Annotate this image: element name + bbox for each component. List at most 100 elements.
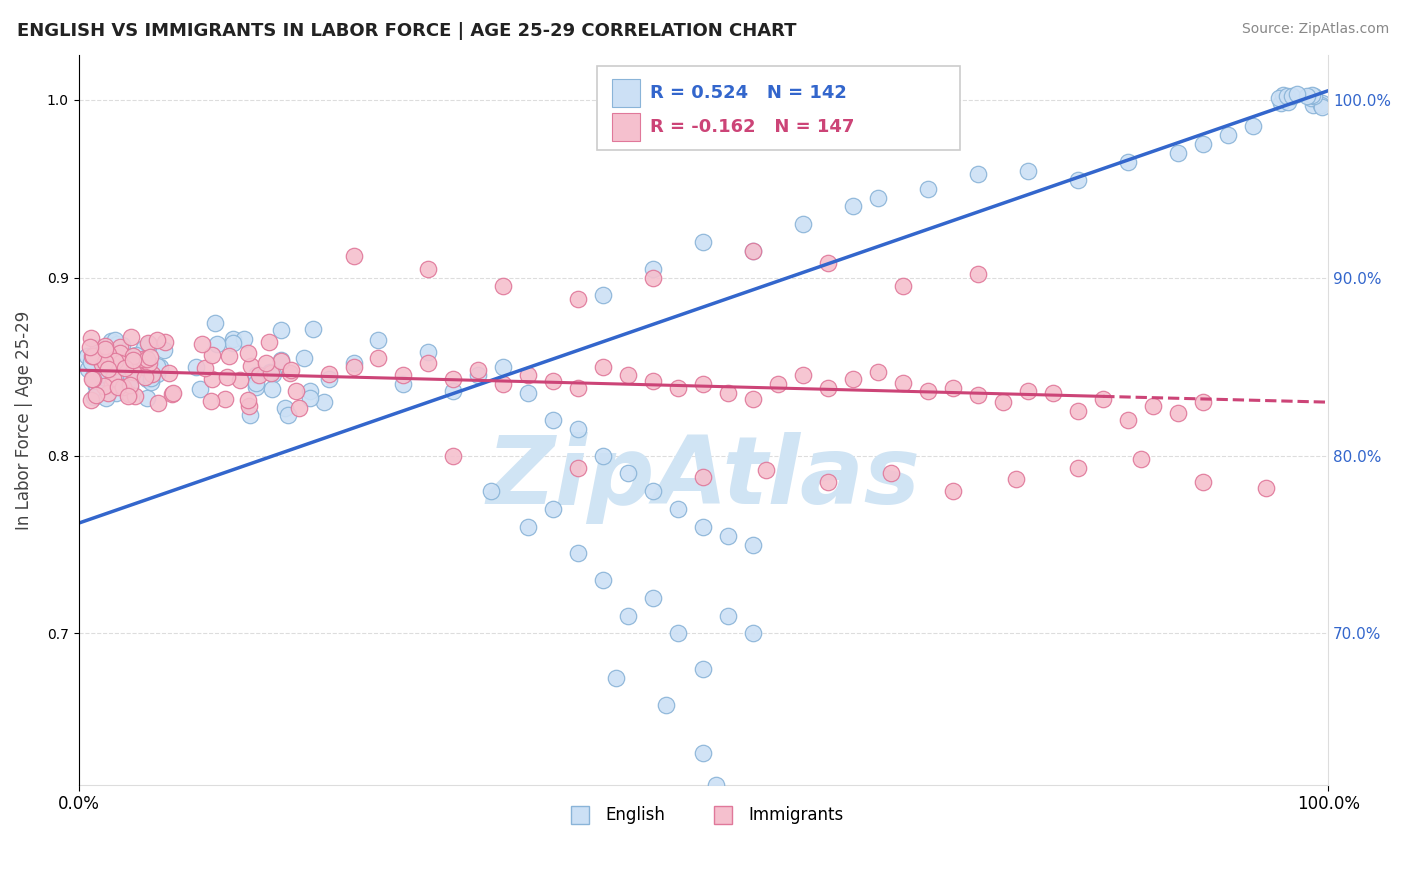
Point bbox=[1241, 120, 1264, 134]
Point bbox=[692, 470, 714, 484]
Point bbox=[592, 449, 614, 463]
Point bbox=[86, 378, 108, 392]
Point bbox=[80, 372, 103, 386]
Point bbox=[105, 368, 128, 382]
Point bbox=[236, 393, 259, 408]
Point bbox=[270, 353, 292, 368]
Point bbox=[103, 354, 125, 368]
Point bbox=[247, 368, 270, 382]
Point bbox=[567, 461, 589, 475]
Point bbox=[79, 340, 101, 354]
Point bbox=[122, 356, 145, 370]
Point bbox=[443, 384, 465, 399]
Point bbox=[110, 356, 132, 370]
Point bbox=[792, 217, 814, 231]
Point bbox=[121, 359, 143, 373]
Point bbox=[83, 390, 105, 404]
Point bbox=[139, 375, 162, 389]
Point bbox=[153, 343, 176, 357]
Point bbox=[138, 356, 160, 370]
Point bbox=[655, 698, 678, 712]
Point bbox=[1301, 91, 1323, 105]
Point bbox=[118, 385, 141, 400]
Point bbox=[89, 347, 111, 361]
Point bbox=[280, 363, 302, 377]
Point bbox=[817, 475, 839, 490]
Point bbox=[1017, 163, 1039, 178]
Point bbox=[1017, 384, 1039, 399]
Point bbox=[1270, 95, 1292, 110]
Point bbox=[93, 379, 115, 393]
Point bbox=[100, 377, 122, 392]
Point bbox=[817, 381, 839, 395]
Point bbox=[1302, 98, 1324, 112]
Point bbox=[517, 368, 540, 383]
Point bbox=[1116, 413, 1139, 427]
Point bbox=[792, 368, 814, 383]
Point bbox=[120, 370, 142, 384]
Point bbox=[240, 359, 263, 374]
Point bbox=[149, 360, 172, 375]
Point bbox=[1167, 146, 1189, 161]
Point bbox=[692, 235, 714, 249]
Point bbox=[222, 332, 245, 346]
Point bbox=[418, 356, 440, 370]
Point bbox=[742, 244, 765, 258]
Point bbox=[1281, 88, 1303, 103]
Point bbox=[207, 337, 229, 351]
Point bbox=[83, 350, 105, 364]
Point bbox=[891, 279, 914, 293]
Point bbox=[111, 381, 134, 395]
Point bbox=[80, 354, 103, 368]
Point bbox=[90, 363, 112, 377]
Point bbox=[592, 288, 614, 302]
Point bbox=[82, 370, 104, 384]
Point bbox=[666, 502, 689, 516]
Point bbox=[80, 331, 103, 345]
Point bbox=[567, 546, 589, 560]
Point bbox=[492, 377, 515, 392]
Point bbox=[967, 388, 990, 402]
Text: ZipAtlas: ZipAtlas bbox=[486, 433, 921, 524]
Point bbox=[86, 381, 108, 395]
Point bbox=[1192, 475, 1215, 490]
Point bbox=[842, 372, 865, 386]
Point bbox=[418, 261, 440, 276]
Point bbox=[135, 351, 157, 366]
Bar bbox=[612, 79, 640, 107]
Point bbox=[107, 350, 129, 364]
Point bbox=[217, 369, 239, 384]
Point bbox=[643, 270, 665, 285]
Text: R = -0.162   N = 147: R = -0.162 N = 147 bbox=[650, 119, 853, 136]
Point bbox=[121, 350, 143, 364]
Point bbox=[742, 244, 765, 258]
Point bbox=[232, 332, 254, 346]
Point bbox=[1303, 88, 1326, 103]
Legend: English, Immigrants: English, Immigrants bbox=[557, 800, 851, 831]
Point bbox=[114, 370, 136, 384]
Point bbox=[270, 353, 292, 368]
Point bbox=[121, 349, 143, 363]
Point bbox=[114, 355, 136, 369]
Point bbox=[104, 349, 127, 363]
Point bbox=[188, 383, 211, 397]
Point bbox=[84, 352, 107, 367]
Point bbox=[443, 449, 465, 463]
Text: Source: ZipAtlas.com: Source: ZipAtlas.com bbox=[1241, 22, 1389, 37]
Point bbox=[200, 394, 222, 409]
Point bbox=[184, 360, 207, 375]
Point bbox=[1285, 87, 1308, 102]
Point bbox=[742, 626, 765, 640]
Point bbox=[868, 365, 890, 379]
Point bbox=[1042, 386, 1064, 401]
Point bbox=[101, 345, 124, 359]
Point bbox=[132, 341, 155, 355]
Point bbox=[260, 366, 283, 380]
Point bbox=[517, 386, 540, 401]
Point bbox=[643, 484, 665, 499]
Point bbox=[245, 368, 267, 383]
Point bbox=[318, 367, 340, 381]
Point bbox=[274, 401, 297, 416]
Point bbox=[617, 368, 640, 383]
Point bbox=[692, 746, 714, 760]
